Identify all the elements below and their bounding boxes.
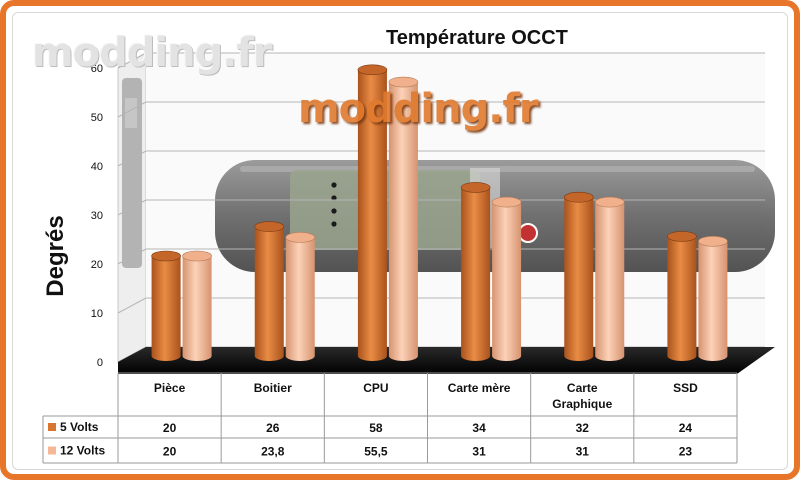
y-tick-label: 40 xyxy=(91,161,103,173)
chart-inner-border xyxy=(12,12,788,470)
bar-top xyxy=(698,236,728,247)
bar-bottom xyxy=(667,351,697,361)
data-label: 26 xyxy=(266,421,280,435)
data-label: 23,8 xyxy=(261,445,285,459)
bar-bottom xyxy=(564,351,594,361)
watermark-logo-center: modding.fr xyxy=(298,86,539,132)
bar-top xyxy=(563,191,594,203)
bar-top xyxy=(460,182,491,193)
bar-bottom xyxy=(285,351,315,361)
bar-12v xyxy=(285,232,316,361)
bar-bottom xyxy=(492,351,522,361)
bar-12v xyxy=(388,76,419,361)
category-label: CPU xyxy=(363,381,388,395)
bar-body xyxy=(182,256,212,356)
bar-bottom xyxy=(182,351,212,361)
data-label: 31 xyxy=(472,445,486,459)
bar-top xyxy=(667,231,697,242)
y-tick-label: 50 xyxy=(91,112,103,124)
bar-5v xyxy=(460,182,491,361)
legend-swatch xyxy=(48,423,56,431)
bar-body xyxy=(151,256,181,356)
bar-body xyxy=(667,236,697,356)
gridline-side xyxy=(117,150,147,167)
bar-12v xyxy=(594,196,625,361)
bar-body xyxy=(698,241,728,356)
gridline-side xyxy=(117,101,147,118)
bar-5v xyxy=(667,231,697,361)
bar-body xyxy=(357,69,387,357)
legend-label: 12 Volts xyxy=(60,444,105,458)
bar-body xyxy=(254,226,284,356)
bar-top xyxy=(491,196,522,208)
bar-top xyxy=(254,221,285,232)
chart-title: Température OCCT xyxy=(386,27,568,49)
bar-bottom xyxy=(254,351,284,361)
category-label: SSD xyxy=(673,381,698,395)
data-label: 58 xyxy=(369,421,383,435)
data-label: 34 xyxy=(472,421,486,435)
bar-top xyxy=(357,64,388,76)
device-screen-dot xyxy=(331,221,337,227)
device-power-button xyxy=(518,223,538,243)
watermark-logo-top: modding.fr xyxy=(32,30,273,76)
gridline-side xyxy=(117,248,147,265)
bar-5v xyxy=(357,64,388,361)
bar-5v xyxy=(563,191,594,361)
bar-body xyxy=(492,202,522,356)
bar-top xyxy=(388,76,419,88)
data-label: 20 xyxy=(163,421,177,435)
bar-body xyxy=(285,237,315,356)
bar-12v xyxy=(698,236,728,361)
data-label: 55,5 xyxy=(364,445,388,459)
y-tick-label: 20 xyxy=(91,259,103,271)
category-label: Carte Graphique xyxy=(552,381,612,411)
y-tick-label: 30 xyxy=(91,210,103,222)
gridline-side xyxy=(117,199,147,216)
legend-label: 5 Volts xyxy=(60,420,99,434)
bar-bottom xyxy=(461,351,491,361)
bar-body xyxy=(461,187,491,356)
device-screen-dot xyxy=(331,208,337,214)
bar-12v xyxy=(182,250,212,361)
device-screen-dot xyxy=(331,195,337,201)
y-tick-label: 0 xyxy=(97,357,103,369)
bar-5v xyxy=(254,221,285,361)
device-side-detail xyxy=(125,98,137,128)
bar-bottom xyxy=(151,351,181,361)
gridline-side xyxy=(117,297,147,314)
category-label: Pièce xyxy=(154,381,186,395)
bar-body xyxy=(388,82,418,357)
data-label: 20 xyxy=(163,445,177,459)
y-axis-label: Degrés xyxy=(42,215,69,297)
bar-bottom xyxy=(698,351,728,361)
bar-12v xyxy=(491,196,522,361)
bar-top xyxy=(594,196,625,208)
bar-5v xyxy=(151,250,181,361)
data-label: 32 xyxy=(576,421,590,435)
bar-body xyxy=(595,202,625,356)
y-tick-label: 60 xyxy=(91,63,103,75)
gridline-side xyxy=(117,52,147,69)
bar-bottom xyxy=(357,351,387,361)
bar-top xyxy=(151,250,181,262)
bar-bottom xyxy=(388,351,418,361)
data-label: 24 xyxy=(679,421,693,435)
device-screen-dot xyxy=(331,182,337,188)
legend-swatch xyxy=(48,446,56,455)
bar-top xyxy=(285,232,316,243)
data-label: 31 xyxy=(576,445,590,459)
bar-bottom xyxy=(595,351,625,361)
y-tick-label: 10 xyxy=(91,308,103,320)
category-label: Boitier xyxy=(254,381,292,395)
bar-body xyxy=(564,197,594,356)
category-label: Carte mère xyxy=(448,381,511,395)
data-label: 23 xyxy=(679,445,693,459)
bar-top xyxy=(182,250,212,262)
